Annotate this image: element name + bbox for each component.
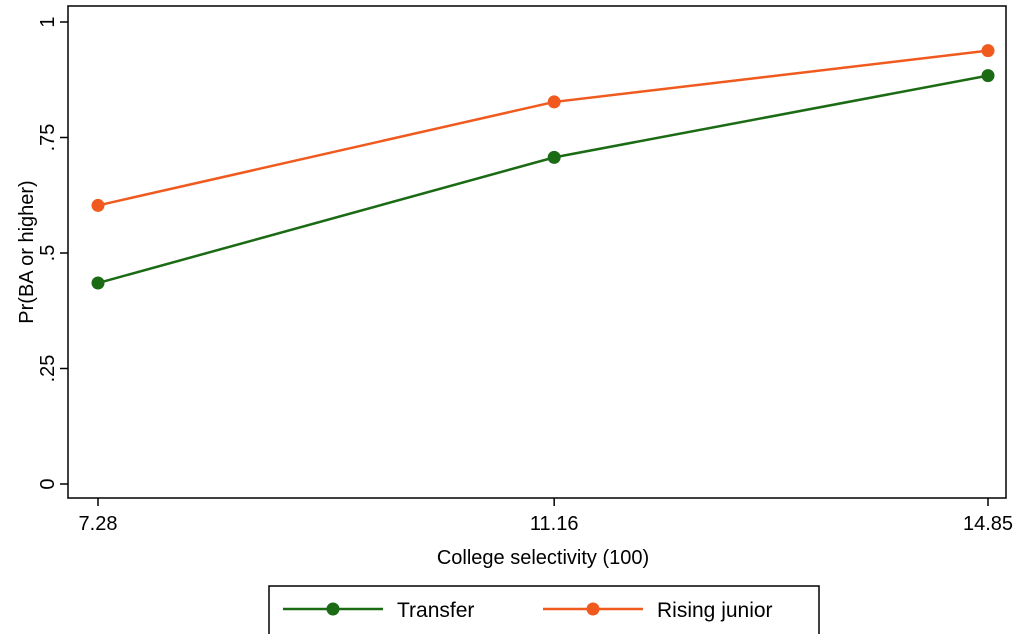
- x-tick-label: 14.85: [963, 513, 1013, 535]
- series-1-point: [91, 198, 105, 212]
- x-tick-label: 11.16: [530, 513, 579, 535]
- series-0-point: [547, 150, 561, 164]
- legend-swatch-marker: [586, 602, 600, 616]
- x-tick-label: 7.28: [79, 513, 118, 535]
- legend-label-1: Rising junior: [657, 599, 773, 622]
- y-tick-label: 1: [37, 16, 59, 27]
- y-tick-label: .5: [37, 245, 59, 262]
- y-axis: 0 .25 .5 .75 1: [37, 16, 68, 490]
- y-axis-title: Pr(BA or higher): [16, 180, 38, 323]
- legend-label-0: Transfer: [397, 599, 474, 622]
- series-1-point: [547, 95, 561, 109]
- y-tick-label: 0: [37, 478, 59, 489]
- series-0-point: [981, 69, 995, 83]
- legend: Transfer Rising junior: [268, 585, 820, 634]
- x-axis-title: College selectivity (100): [437, 547, 649, 569]
- legend-swatch-marker: [326, 602, 340, 616]
- series-1-point: [981, 44, 995, 58]
- y-tick-label: .25: [37, 355, 59, 383]
- plot-frame: [67, 5, 1007, 499]
- series-layer: [91, 44, 995, 290]
- x-axis: 7.28 11.16 14.85: [79, 498, 1013, 535]
- series-0-point: [91, 276, 105, 290]
- y-tick-label: .75: [37, 124, 59, 152]
